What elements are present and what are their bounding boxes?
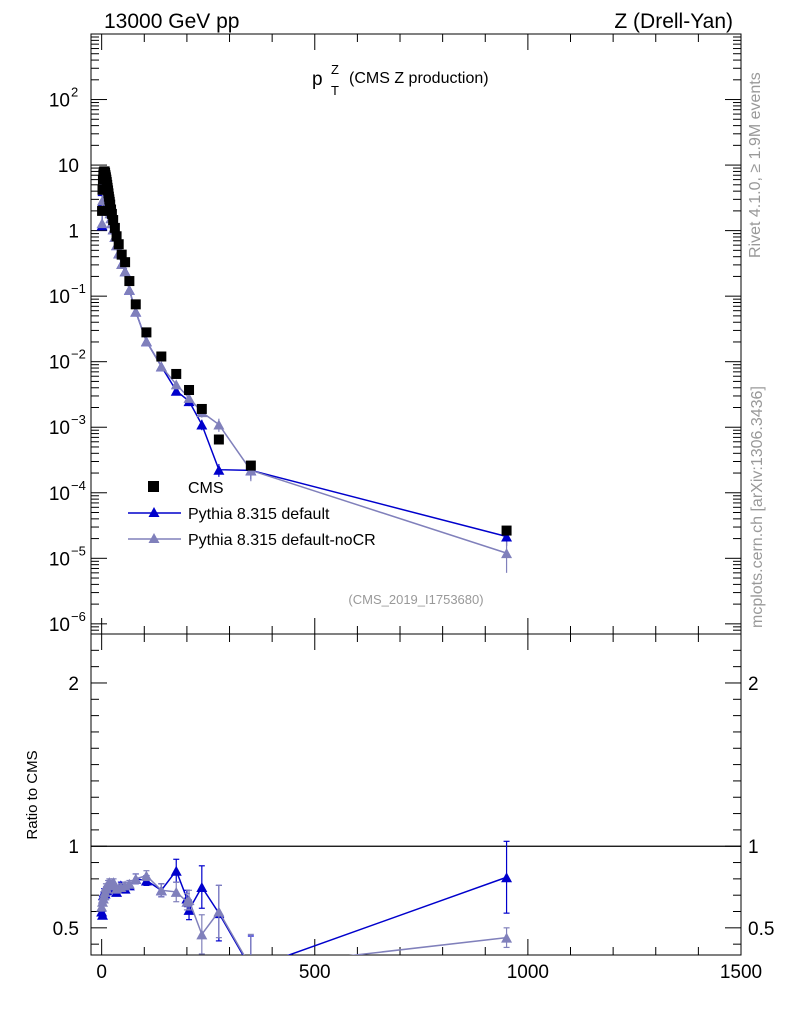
data-point-cms [141,327,152,338]
y-tick-label: 10 [49,549,70,570]
data-point-cms [245,460,256,471]
data-point-cms [171,368,182,379]
y-tick-label: 10 [49,91,70,112]
data-point-default [213,464,225,475]
ratio-point-default [196,882,208,893]
legend: CMS Pythia 8.315 default Pythia 8.315 de… [128,480,376,549]
main-series-group [96,166,513,573]
ratio-point-default [97,909,109,920]
ratio-point-nocr [155,885,167,896]
ratio-point-default [245,964,256,974]
ratio-series-group [96,840,513,974]
ratio-point-nocr [213,906,225,917]
y-tick-label: 10 [49,615,70,636]
y-tick-label-exp: −6 [71,609,86,624]
y-tick-label: 10 [58,156,79,177]
plot-title-sub: T [331,83,339,98]
data-point-cms [106,208,117,219]
ratio-y-tick-label-right: 0.5 [748,919,774,940]
plot-title-sup: Z [331,62,339,77]
ratio-y-tick-label: 2 [68,674,79,695]
data-point-cms [108,215,119,226]
data-point-nocr [155,361,167,372]
ratio-y-tick-label: 1 [68,837,79,858]
ratio-point-nocr [183,895,195,906]
y-tick-label-exp: −3 [71,412,86,427]
legend-marker-cms [148,481,159,492]
ratio-point-nocr [123,878,135,889]
header-right: Z (Drell-Yan) [614,10,733,33]
y-tick-label-exp: −2 [71,347,86,362]
side-label-top: Rivet 4.1.0, ≥ 1.9M events [747,72,764,258]
header-left: 13000 GeV pp [104,10,239,33]
legend-label-cms: CMS [188,480,224,497]
data-point-cms [184,384,195,395]
ratio-point-nocr [170,886,182,897]
data-point-nocr [140,336,152,347]
ratio-point-default [170,865,182,876]
data-point-cms [120,257,131,268]
y-tick-label-exp: −1 [71,281,86,296]
data-point-default [170,385,182,396]
data-point-cms [501,525,512,536]
data-point-cms [109,222,120,233]
data-point-cms [156,351,167,362]
side-label-bottom: mcplots.cern.ch [arXiv:1306.3436] [749,386,766,628]
data-point-nocr [119,266,131,277]
data-point-nocr [123,284,135,295]
data-point-nocr [501,548,513,559]
ratio-point-default [501,872,513,883]
legend-marker-nocr [148,533,160,543]
plot-title-rest: (CMS Z production) [349,70,489,87]
data-point-cms [124,276,135,287]
y-tick-label-exp: −4 [71,478,86,493]
ratio-point-nocr [245,962,256,972]
data-point-default [501,531,513,542]
ratio-y-tick-label: 0.5 [53,919,79,940]
data-point-default [196,419,208,430]
legend-label-nocr: Pythia 8.315 default-noCR [188,532,376,549]
data-point-nocr [170,379,182,390]
ratio-y-tick-label-right: 1 [748,837,759,858]
y-tick-label: 10 [49,353,70,374]
x-tick-label: 1500 [720,962,762,983]
ratio-frame [90,633,742,956]
data-point-nocr [183,392,195,403]
data-point-cms [113,239,124,250]
legend-label-default: Pythia 8.315 default [188,506,330,523]
y-tick-label: 10 [49,418,70,439]
legend-marker-default [148,507,160,517]
data-point-cms [196,403,207,414]
data-point-nocr [213,419,225,430]
data-point-cms [116,249,127,260]
data-point-cms [97,205,108,216]
y-tick-label: 10 [49,287,70,308]
data-point-cms [130,299,141,310]
y-tick-label-exp: −5 [71,543,86,558]
x-tick-label: 1000 [507,962,549,983]
data-point-cms [111,231,122,242]
x-tick-label: 500 [299,962,331,983]
data-point-nocr [96,218,108,229]
ratio-point-nocr [130,873,142,884]
ratio-point-nocr [501,932,513,943]
data-point-nocr [130,306,142,317]
ratio-ylabel: Ratio to CMS [24,750,41,839]
x-tick-label: 0 [96,962,107,983]
ratio-point-nocr [140,870,152,881]
ratio-plot: 0 500 1000 1500 0.5 0.5 1 1 2 2 [53,633,774,983]
ratio-line-default [100,869,507,955]
y-tick-label: 1 [68,222,79,243]
plot-title-main: p [312,69,323,90]
ratio-y-tick-label-right: 2 [748,674,759,695]
analysis-tag: (CMS_2019_I1753680) [348,592,483,607]
data-point-cms [213,434,224,445]
ratio-point-nocr [196,929,208,940]
y-tick-label: 10 [49,484,70,505]
y-tick-label-exp: 2 [71,85,78,100]
